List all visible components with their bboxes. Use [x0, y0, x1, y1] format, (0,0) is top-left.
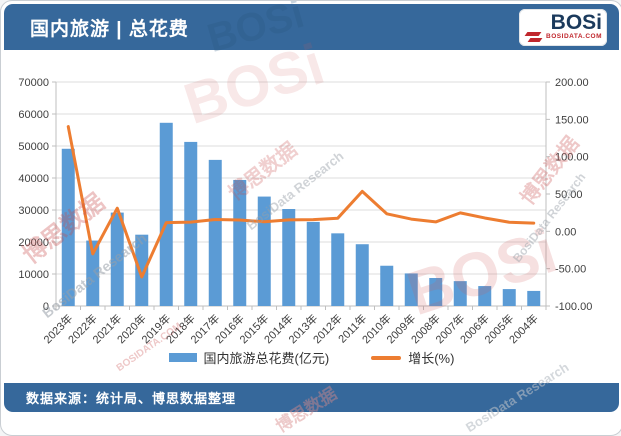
header: 国内旅游 | 总花费 BOSi BOSIDATA.COM	[4, 4, 619, 50]
bar-2013年	[306, 221, 320, 306]
chart-legend: 国内旅游总花费(亿元) 增长(%)	[4, 348, 619, 367]
right-axis-label: 100.00	[555, 152, 589, 164]
data-source: 数据来源：统计局、博思数据整理	[26, 391, 237, 406]
bar-2012年	[331, 233, 345, 306]
bar-2021年	[110, 212, 124, 306]
right-axis-label: 200.00	[555, 77, 589, 89]
bar-2019年	[159, 122, 173, 306]
left-axis-label: 20000	[18, 237, 49, 249]
bosi-logo: BOSi BOSIDATA.COM	[519, 8, 607, 46]
left-axis-label: 10000	[18, 269, 49, 281]
bar-2010年	[380, 265, 394, 306]
legend-label-line: 增长(%)	[408, 351, 455, 366]
chart-area: 0 10000 20000 30000 40000 50000 60000 70000 -100…	[4, 50, 619, 374]
bar-2009年	[404, 273, 418, 306]
logo-text: BOSi	[550, 11, 602, 34]
bar-2023年	[61, 148, 75, 306]
growth-line	[66, 125, 536, 279]
bar-2014年	[282, 209, 296, 306]
logo-stripe-icon	[524, 31, 542, 36]
page-title: 国内旅游 | 总花费	[30, 18, 189, 40]
left-axis-label: 50000	[18, 141, 49, 153]
bar-2006年	[478, 286, 492, 306]
bar-2015年	[257, 196, 271, 306]
combo-chart: 0 10000 20000 30000 40000 50000 60000 70000 -100…	[18, 77, 592, 346]
left-axis-label: 30000	[18, 205, 49, 217]
bar-2017年	[208, 159, 222, 306]
bar-2022年	[86, 240, 100, 306]
right-axis-label: -100.00	[555, 301, 592, 313]
bar-2018年	[184, 141, 198, 306]
right-axis-label: -50.00	[555, 264, 586, 276]
legend-item-bar: 国内旅游总花费(亿元)	[168, 348, 330, 367]
bar-2016年	[233, 179, 247, 306]
logo-subtext: BOSIDATA.COM	[546, 33, 602, 40]
footer: 数据来源：统计局、博思数据整理	[4, 383, 619, 412]
bar-2020年	[135, 234, 149, 306]
bar-2004年	[527, 290, 541, 306]
right-axis-label: 150.00	[555, 114, 589, 126]
bar-2005年	[502, 289, 516, 306]
bar-swatch-icon	[168, 353, 197, 362]
left-axis-label: 0	[43, 301, 49, 313]
right-axis-label: 0.00	[555, 226, 576, 238]
logo-stripe-icon	[527, 37, 543, 42]
right-axis-label: 50.00	[555, 189, 583, 201]
bar-2008年	[429, 278, 443, 306]
left-axis-label: 40000	[18, 173, 49, 185]
bar-2011年	[355, 244, 369, 306]
legend-label-bar: 国内旅游总花费(亿元)	[203, 351, 330, 366]
line-swatch-icon	[371, 355, 402, 360]
legend-item-line: 增长(%)	[371, 348, 454, 367]
bar-2007年	[453, 281, 467, 306]
left-axis-label: 60000	[18, 109, 49, 121]
left-axis-label: 70000	[18, 77, 49, 89]
